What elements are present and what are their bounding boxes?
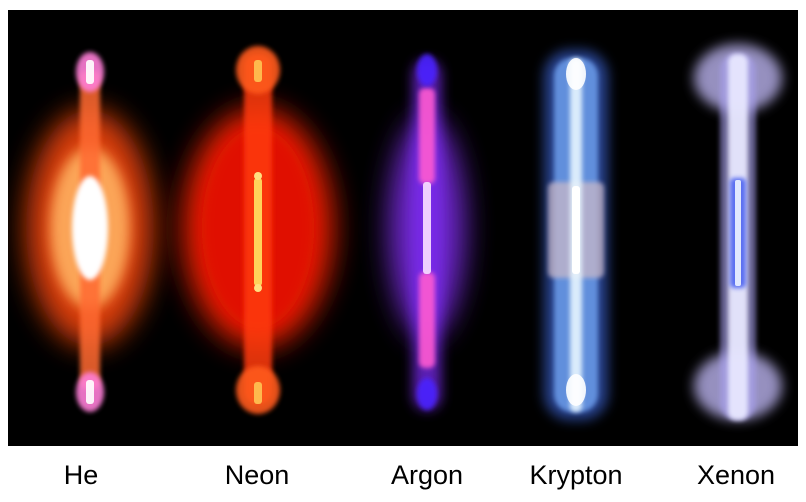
gas-label-argon: Argon (390, 460, 464, 490)
gas-discharge-photo (8, 10, 798, 446)
krypton-tube (544, 50, 608, 420)
neon-tube (182, 46, 334, 414)
gas-label-neon: Neon (224, 460, 290, 490)
helium-tube (26, 52, 154, 412)
argon-tube (389, 54, 465, 410)
xenon-tube (694, 44, 782, 420)
discharge-tubes-illustration (26, 44, 782, 420)
gas-label-helium: He (63, 460, 99, 490)
gas-label-row: He Neon Argon Krypton Xenon (0, 452, 806, 498)
gas-label-krypton: Krypton (529, 460, 623, 490)
gas-label-xenon: Xenon (696, 460, 776, 490)
